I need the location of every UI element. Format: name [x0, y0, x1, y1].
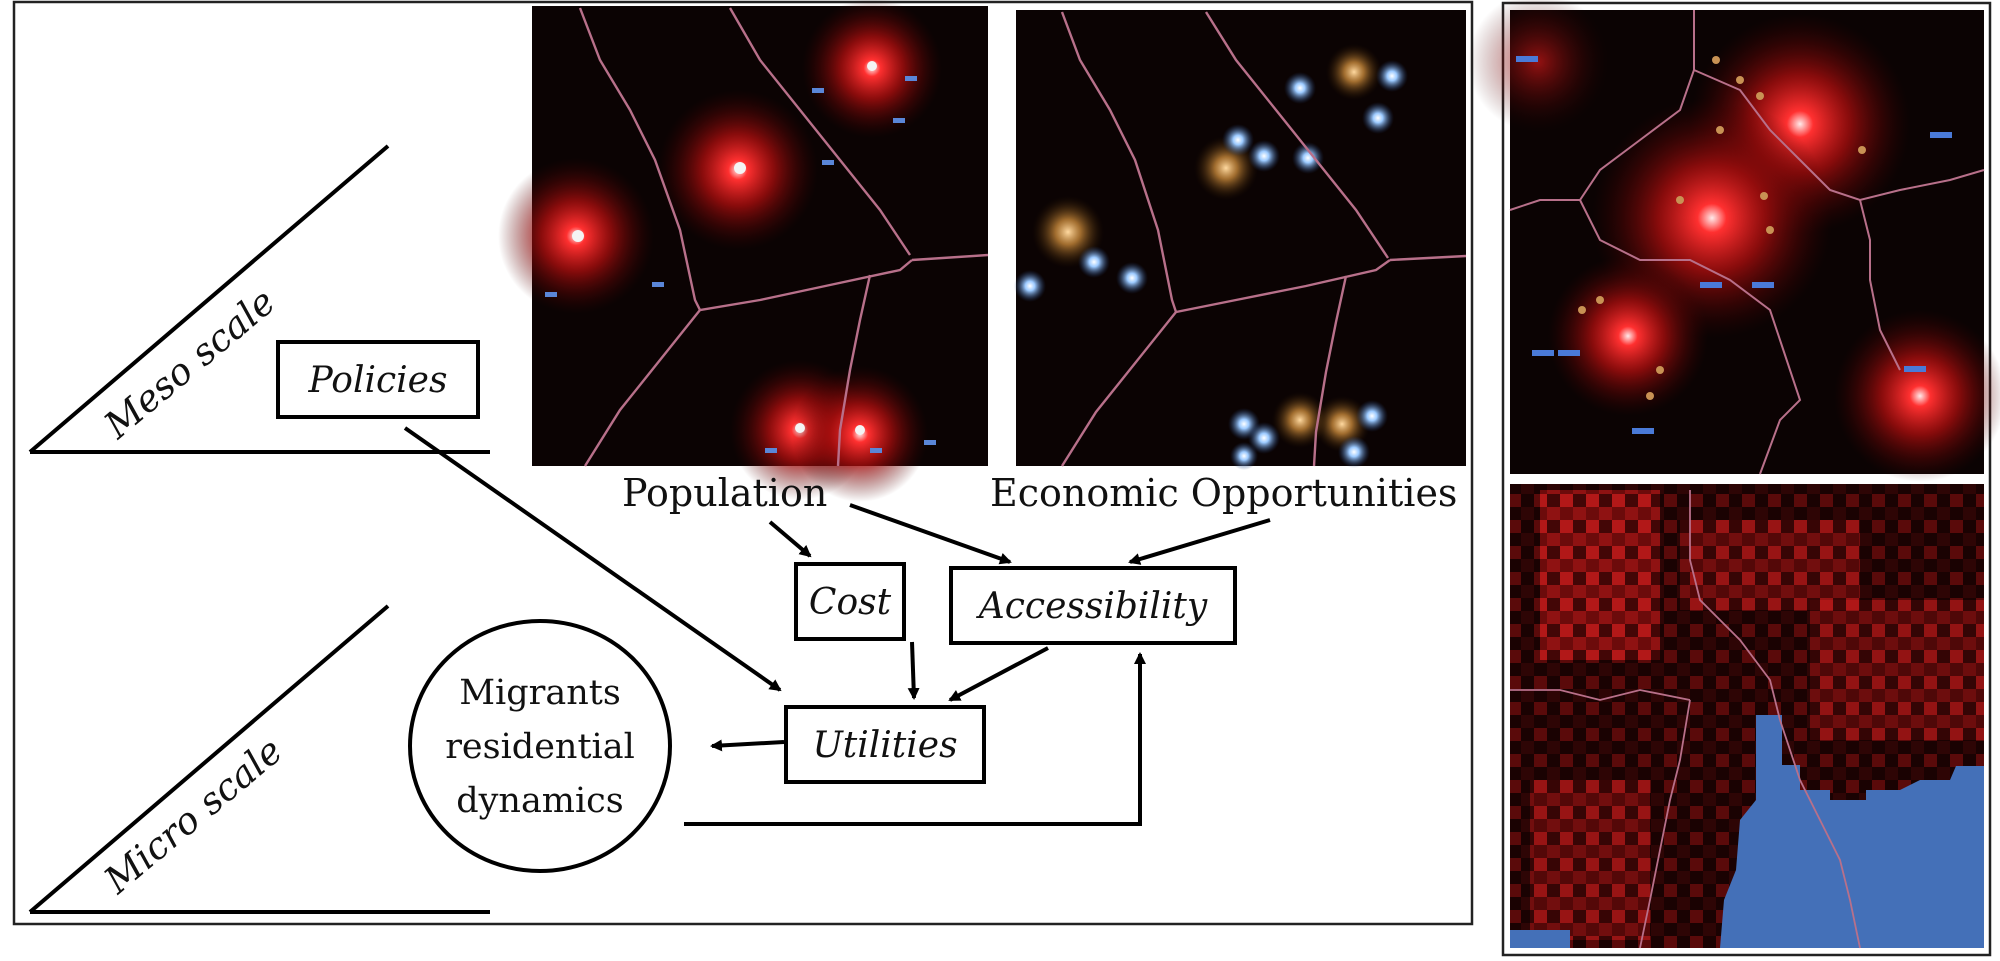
population-map — [498, 0, 989, 502]
utilities-box: Utilities — [784, 705, 986, 784]
svg-text:Cost: Cost — [809, 582, 892, 623]
cost-box: Cost — [794, 562, 906, 641]
arrow-migrants-accessibility — [684, 652, 1146, 826]
svg-text:Policies: Policies — [308, 360, 448, 401]
arrow-population-accessibility — [849, 503, 1012, 565]
right-bottom-map — [1510, 484, 1984, 949]
arrow-population-cost — [768, 520, 812, 558]
arrow-cost-utilities — [907, 641, 920, 700]
accessibility-box: Accessibility — [949, 566, 1237, 645]
economic-opportunities-label: Economic Opportunities — [990, 471, 1457, 515]
arrow-policies-utilities — [403, 426, 782, 692]
svg-text:Utilities: Utilities — [812, 725, 957, 766]
svg-text:dynamics: dynamics — [456, 781, 624, 821]
population-label: Population — [622, 471, 827, 515]
arrow-economic-accessibility — [1128, 518, 1271, 565]
arrows — [403, 426, 1271, 826]
migrants-ellipse: Migrants residential dynamics — [408, 619, 672, 873]
arrow-utilities-migrants — [710, 739, 785, 752]
svg-text:Accessibility: Accessibility — [976, 586, 1208, 627]
svg-text:Migrants: Migrants — [459, 673, 621, 713]
svg-text:residential: residential — [445, 727, 635, 767]
economic-opportunities-map — [1014, 10, 1467, 470]
arrow-accessibility-utilities — [948, 646, 1049, 702]
policies-box: Policies — [276, 340, 480, 419]
